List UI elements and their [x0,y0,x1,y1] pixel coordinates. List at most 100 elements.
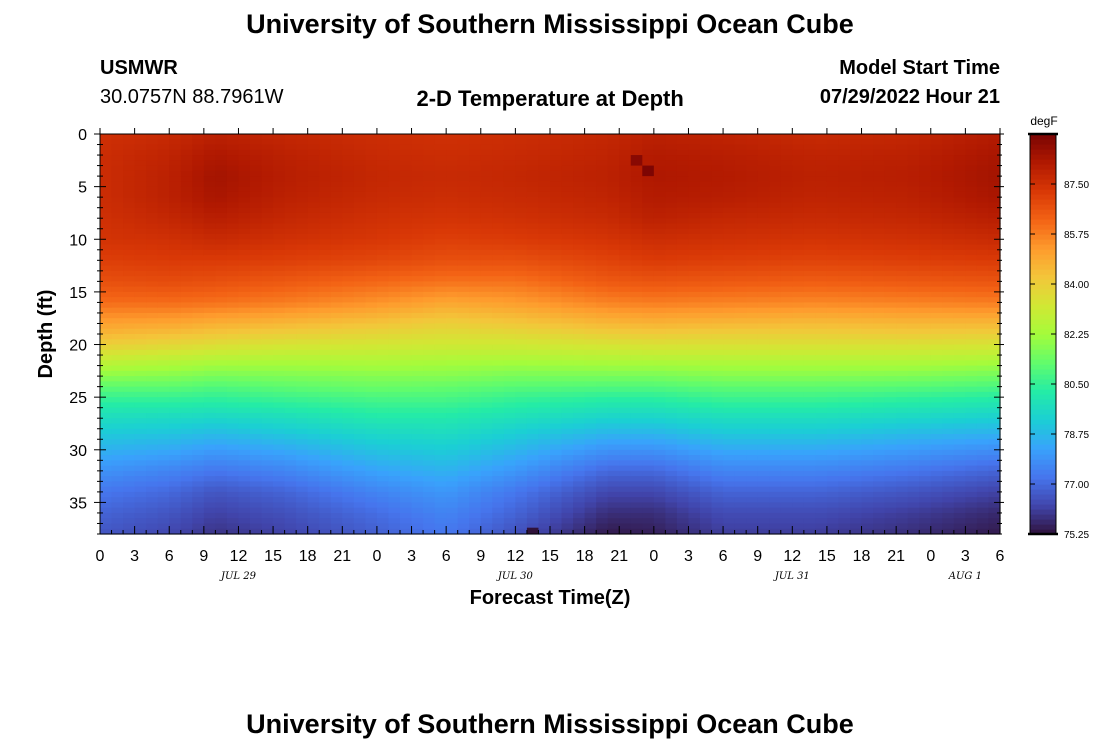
heatmap-cell [261,460,274,467]
heatmap-cell [676,144,690,151]
heatmap-cell [607,512,620,519]
heatmap-cell [261,381,274,388]
heatmap-cell [815,391,828,398]
heatmap-cell [526,160,540,167]
heatmap-cell [296,312,309,319]
heatmap-cell [423,181,436,188]
heatmap-cell [319,512,332,519]
heatmap-cell [423,428,436,435]
heatmap-cell [480,470,493,477]
heatmap-cell [526,381,540,388]
heatmap-cell [376,249,390,256]
heatmap-cell [146,244,159,251]
heatmap-cell [203,423,216,430]
heatmap-cell [757,149,770,156]
heatmap-cell [815,349,828,356]
heatmap-cell [838,391,851,398]
heatmap-cell [503,160,516,167]
heatmap-cell [734,355,747,361]
heatmap-cell [238,397,251,404]
heatmap-cell [642,318,655,325]
heatmap-cell [815,497,828,504]
heatmap-cell [630,260,643,267]
heatmap-cell [769,291,782,298]
heatmap-cell [653,281,666,288]
heatmap-cell [261,149,274,156]
heatmap-cell [815,291,828,298]
heatmap-cell [653,407,666,414]
heatmap-cell [826,312,840,319]
heatmap-cell [596,376,609,382]
heatmap-cell [596,249,609,256]
heatmap-cell [400,181,413,188]
heatmap-cell [515,476,528,482]
heatmap-cell [826,249,840,256]
heatmap-cell [526,234,540,240]
heatmap-cell [215,486,228,493]
heatmap-cell [273,423,286,430]
heatmap-cell [584,439,597,446]
heatmap-cell [123,449,136,456]
heatmap-cell [215,376,228,382]
heatmap-cell [123,318,136,325]
heatmap-cell [503,355,516,361]
heatmap-cell [261,302,274,309]
heatmap-cell [273,434,286,440]
heatmap-cell [353,434,366,440]
heatmap-cell [769,270,782,277]
heatmap-cell [780,507,793,514]
heatmap-cell [723,281,736,288]
heatmap-cell [503,476,516,482]
heatmap-cell [492,512,505,519]
heatmap-cell [157,312,170,319]
heatmap-cell [584,165,597,172]
heatmap-cell [284,197,297,204]
heatmap-cell [330,302,343,309]
heatmap-cell [400,249,413,256]
heatmap-cell [365,502,378,509]
heatmap-cell [296,244,309,251]
heatmap-cell [734,518,747,525]
heatmap-cell [123,276,136,282]
heatmap-cell [250,223,263,230]
heatmap-cell [815,286,828,293]
heatmap-cell [330,323,343,330]
heatmap-cell [780,223,793,230]
heatmap-cell [503,249,516,256]
heatmap-cell [515,528,528,535]
heatmap-cell [469,297,482,304]
heatmap-cell [561,481,574,488]
heatmap-cell [261,281,274,288]
heatmap-cell [111,502,124,509]
heatmap-cell [203,170,216,177]
heatmap-cell [238,234,251,240]
heatmap-cell [342,491,355,498]
heatmap-cell [238,281,251,288]
heatmap-cell [838,255,851,261]
heatmap-cell [676,370,690,377]
heatmap-cell [192,234,205,240]
heatmap-cell [319,434,332,440]
heatmap-cell [330,202,343,209]
heatmap-cell [446,402,459,409]
heatmap-cell [538,476,551,482]
heatmap-cell [561,449,574,456]
heatmap-cell [342,381,355,388]
heatmap-cell [146,212,159,219]
heatmap-cell [284,155,297,161]
heatmap-cell [480,334,493,340]
heatmap-cell [238,260,251,267]
heatmap-cell [146,307,159,314]
heatmap-cell [157,391,170,398]
heatmap-cell [261,181,274,188]
heatmap-cell [711,460,724,467]
heatmap-cell [146,218,159,225]
heatmap-cell [803,318,816,325]
heatmap-cell [111,255,124,261]
heatmap-cell [642,386,655,393]
heatmap-cell [388,297,401,304]
heatmap-cell [365,218,378,225]
heatmap-cell [226,218,240,225]
heatmap-cell [700,234,713,240]
heatmap-cell [457,423,470,430]
